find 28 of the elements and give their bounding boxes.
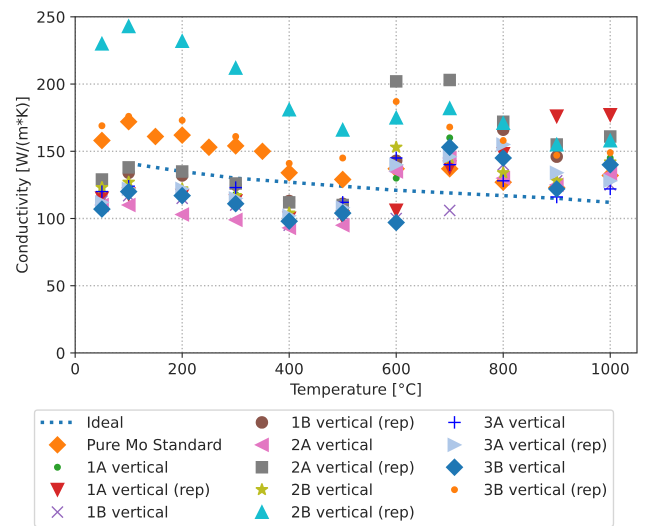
x-tick-label: 200 [168, 362, 196, 374]
y-tick-label: 150 [38, 146, 64, 158]
x-axis-title: Temperature [°C] [290, 383, 421, 398]
y-tick-label: 0 [56, 347, 64, 359]
x-tick-label: 400 [275, 362, 303, 374]
legend-label: 1A vertical [88, 460, 168, 473]
legend-label: 3A vertical [484, 416, 564, 428]
y-tick-label: 50 [47, 280, 64, 292]
y-tick-label: 200 [37, 78, 64, 90]
x-tick-label: 600 [382, 362, 410, 374]
x-tick-label: 800 [490, 362, 517, 374]
legend-label: Pure Mo Standard [88, 438, 221, 450]
legend-label: 1A vertical (rep) [88, 483, 209, 498]
legend-label: 3A vertical (rep) [484, 438, 606, 454]
x-tick-label: 1000 [592, 362, 629, 374]
legend-label: 1B vertical (rep) [292, 416, 414, 431]
legend-label: Ideal [88, 416, 122, 428]
legend-label: 2B vertical (rep) [292, 506, 414, 521]
legend-label: 3B vertical [484, 460, 564, 473]
legend-label: 2A vertical [292, 438, 372, 450]
y-tick-label: 100 [38, 212, 64, 225]
x-tick-label: 0 [71, 362, 80, 374]
y-axis-title: Conductivity [W/(m*K)] [16, 97, 31, 273]
legend-label: 2B vertical [292, 483, 372, 496]
legend-label: 3B vertical (rep) [484, 483, 606, 498]
legend-label: 1B vertical [88, 506, 168, 518]
y-tick-label: 250 [37, 11, 64, 23]
legend-label: 2A vertical (rep) [292, 460, 414, 476]
